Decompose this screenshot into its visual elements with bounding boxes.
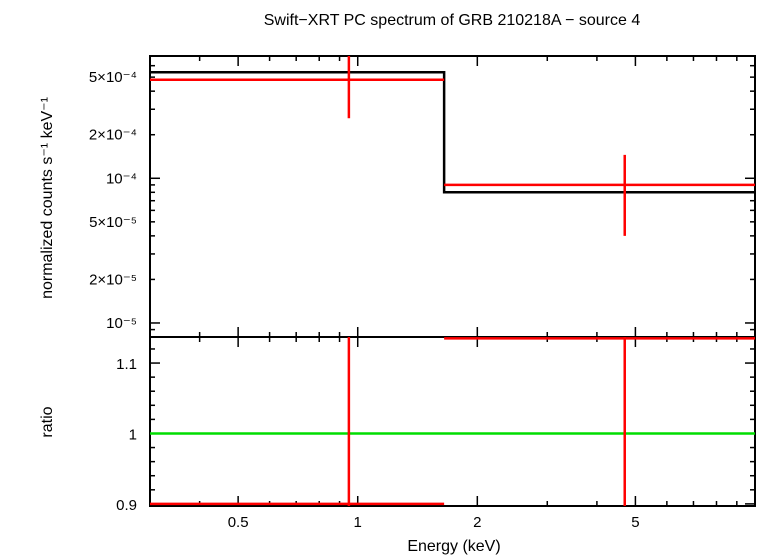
chart-title: Swift−XRT PC spectrum of GRB 210218A − s… <box>264 12 641 29</box>
ratio-panel: 0.5 1 2 5 0.9 1 1.1 <box>116 336 756 531</box>
x-tick-label: 1 <box>354 514 362 531</box>
y-tick-label: 10⁻⁵ <box>106 315 137 332</box>
y-axis-label-ratio: ratio <box>39 406 56 437</box>
y-tick-label: 2×10⁻⁵ <box>89 271 137 288</box>
y-tick-label: 2×10⁻⁴ <box>89 127 137 144</box>
y-tick-label: 5×10⁻⁴ <box>89 69 137 86</box>
y-tick-label: 0.9 <box>116 497 137 514</box>
y-tick-label: 10⁻⁴ <box>106 170 137 187</box>
x-tick-label: 2 <box>473 514 481 531</box>
x-tick-label: 5 <box>631 514 639 531</box>
y-axis-label-spectrum: normalized counts s⁻¹ keV⁻¹ <box>39 97 56 299</box>
ratio-frame <box>149 336 756 507</box>
y-tick-label: 5×10⁻⁵ <box>89 214 137 231</box>
y-tick-label: 1.1 <box>116 356 137 373</box>
x-axis-label: Energy (keV) <box>407 538 500 555</box>
spectrum-panel: 10⁻⁵ 2×10⁻⁵ 5×10⁻⁵ 10⁻⁴ 2×10⁻⁴ 5×10⁻⁴ <box>89 55 756 338</box>
spectrum-frame <box>149 55 756 338</box>
x-tick-label: 0.5 <box>228 514 249 531</box>
y-tick-label: 1 <box>129 426 137 443</box>
model-step-line <box>150 71 755 194</box>
